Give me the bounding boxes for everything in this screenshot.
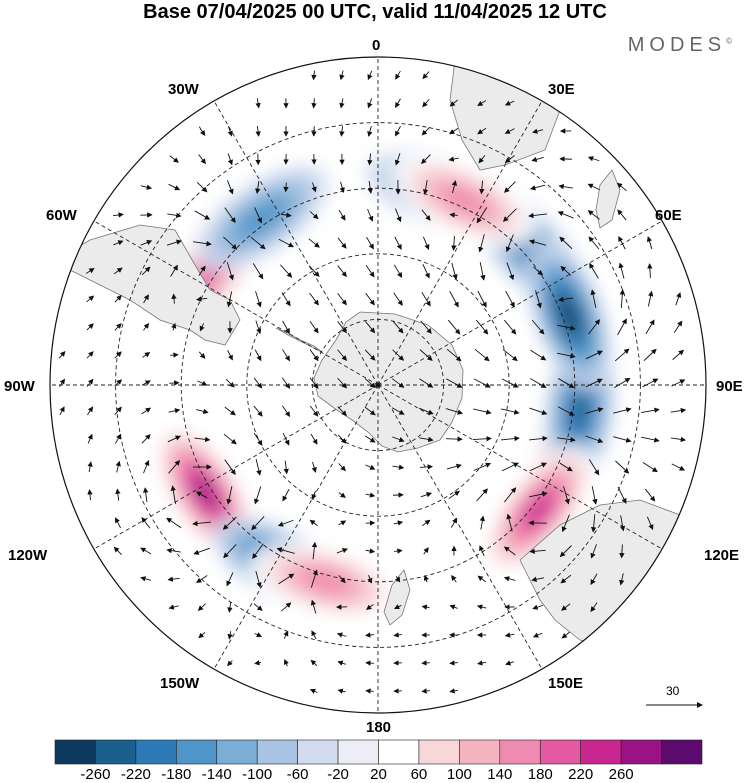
- lon-label-90e: 90E: [716, 378, 743, 395]
- colorbar-tick-label: 220: [568, 766, 594, 783]
- lon-label-60e: 60E: [655, 207, 682, 224]
- colorbar-swatch: [176, 739, 218, 765]
- colorbar-swatch: [54, 739, 96, 765]
- colorbar-tick-label: 20: [370, 766, 387, 783]
- logo-text: MODES: [627, 34, 727, 56]
- wind-vectors: [58, 70, 687, 694]
- colorbar-tick-label: 60: [410, 766, 428, 783]
- logo-mark: ©: [726, 36, 732, 46]
- colorbar-swatch: [580, 739, 622, 765]
- colorbar-tick-label: -140: [201, 766, 232, 783]
- colorbar-swatch: [256, 739, 298, 765]
- colorbar-swatch: [95, 739, 137, 765]
- lon-label-30w: 30W: [168, 81, 199, 98]
- anomaly-high-9: [249, 542, 402, 620]
- colorbar-tick-label: 140: [487, 766, 513, 783]
- new-zealand: [383, 569, 411, 626]
- vector-scale-label: 30: [666, 684, 680, 698]
- colorbar-tick-label: 100: [446, 766, 472, 783]
- lon-label-120w: 120W: [8, 547, 48, 564]
- colorbar-swatch: [459, 739, 501, 765]
- lon-label-60w: 60W: [46, 207, 77, 224]
- colorbar-tick-label: 260: [608, 766, 634, 783]
- colorbar: [54, 739, 703, 765]
- colorbar-swatch: [539, 739, 581, 765]
- colorbar-swatch: [337, 739, 379, 765]
- colorbar-tick-label: -260: [80, 766, 111, 783]
- anomaly-low-6: [527, 241, 611, 390]
- colorbar-tick-label: -20: [327, 766, 349, 783]
- lon-label-180: 180: [366, 719, 392, 736]
- map-border: [49, 56, 707, 714]
- lon-label-90w: 90W: [4, 378, 35, 395]
- colorbar-tick-label: -60: [286, 766, 309, 783]
- lon-label-150w: 150W: [160, 675, 200, 692]
- colorbar-swatch: [620, 739, 662, 765]
- colorbar-swatch: [661, 739, 703, 765]
- colorbar-swatch: [418, 739, 460, 765]
- madagascar: [595, 169, 621, 229]
- graticule: [50, 57, 706, 713]
- antarctica: [313, 311, 464, 453]
- anomaly-high-2: [483, 445, 594, 576]
- colorbar-swatch: [499, 739, 541, 765]
- colorbar-swatch: [378, 739, 420, 765]
- lon-label-30e: 30E: [548, 81, 575, 98]
- colorbar-tick-label: -220: [120, 766, 151, 783]
- colorbar-tick-label: -180: [161, 766, 192, 783]
- colorbar-swatch: [135, 739, 177, 765]
- page-title: Base 07/04/2025 00 UTC, valid 11/04/2025…: [143, 1, 607, 23]
- colorbar-tick-label: 180: [527, 766, 553, 783]
- colorbar-swatch: [297, 739, 339, 765]
- lon-label-0: 0: [372, 37, 381, 54]
- lon-label-150e: 150E: [548, 675, 584, 692]
- colorbar-swatch: [216, 739, 258, 765]
- lon-label-120e: 120E: [704, 547, 740, 564]
- anomaly-high-5: [391, 155, 537, 246]
- colorbar-tick-label: -100: [242, 766, 273, 783]
- pole-marker: [375, 382, 381, 388]
- modes-logo: MODES©: [628, 34, 732, 57]
